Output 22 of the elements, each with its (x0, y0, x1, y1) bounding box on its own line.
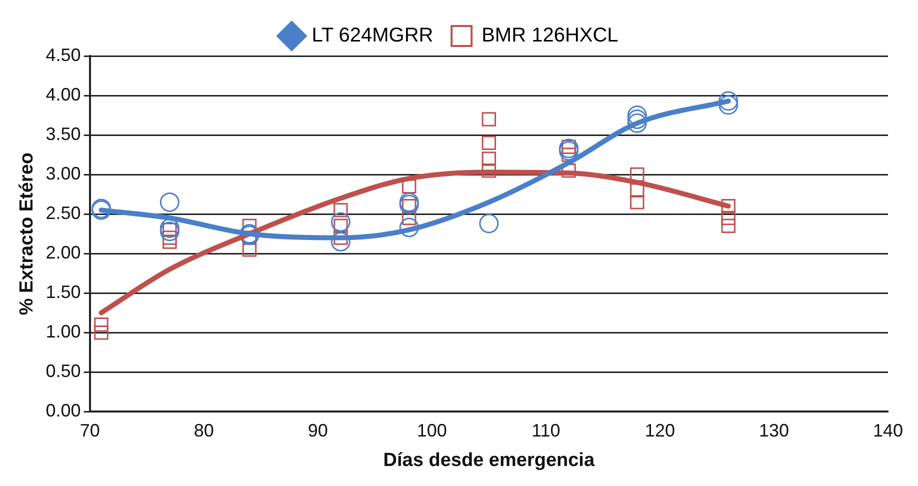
y-tick-label: 0.00 (46, 400, 81, 421)
y-tick-label: 2.00 (46, 242, 81, 263)
x-tick-label: 70 (80, 420, 100, 440)
y-tick-label: 2.50 (46, 203, 81, 224)
y-tick-label: 3.50 (46, 124, 81, 144)
x-tick-label: 140 (872, 420, 904, 440)
x-axis-title: Días desde emergencia (383, 450, 595, 471)
y-tick-label: 1.00 (46, 322, 81, 342)
x-tick-label: 120 (644, 420, 675, 440)
y-tick-label: 4.00 (46, 84, 81, 104)
legend-label: BMR 126HXCL (482, 24, 618, 47)
legend-label: LT 624MGRR (312, 24, 434, 47)
x-tick-label: 130 (758, 420, 789, 440)
x-tick-label: 80 (194, 420, 214, 440)
x-tick-label: 100 (416, 420, 447, 440)
x-tick-label: 90 (308, 420, 328, 440)
y-tick-label: 1.50 (46, 282, 81, 302)
y-tick-label: 0.50 (46, 361, 81, 382)
y-tick-label: 4.50 (46, 44, 81, 65)
y-axis-title: % Extracto Etéreo (16, 152, 38, 316)
y-tick-label: 3.00 (46, 164, 81, 184)
x-tick-label: 110 (532, 420, 560, 440)
